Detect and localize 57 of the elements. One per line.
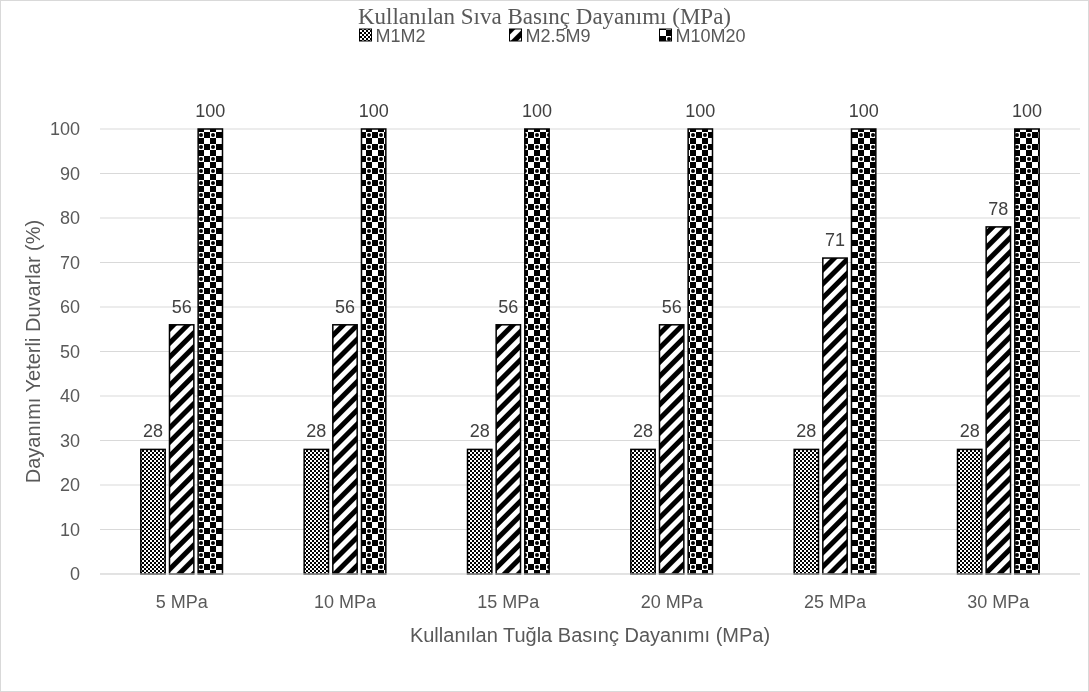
legend-label: M1M2 (375, 26, 426, 47)
data-label: 56 (661, 296, 682, 317)
data-label: 100 (521, 101, 553, 121)
y-tick-label: 20 (59, 475, 80, 496)
data-label: 78 (988, 198, 1009, 219)
data-label: 28 (306, 421, 327, 442)
bar (303, 448, 330, 575)
data-label: 100 (358, 101, 389, 121)
bar (850, 128, 877, 575)
bar (956, 448, 983, 575)
data-label: 28 (959, 421, 980, 442)
data-label: 100 (1011, 101, 1043, 121)
x-tick-label: 15 MPa (477, 592, 541, 612)
data-label: 100 (685, 101, 716, 121)
data-label: 28 (796, 421, 817, 442)
data-label: 28 (469, 421, 490, 442)
y-tick-label: 100 (49, 119, 80, 140)
bar (360, 128, 387, 575)
y-tick-label: 0 (69, 564, 80, 585)
x-axis-title: Kullanılan Tuğla Basınç Dayanımı (MPa) (409, 624, 771, 646)
y-tick-label: 60 (59, 297, 80, 318)
data-label: 56 (498, 296, 519, 317)
bar (822, 257, 848, 575)
bar (168, 324, 195, 575)
bar (793, 448, 820, 575)
data-label: 56 (171, 296, 192, 317)
bar (985, 226, 1012, 575)
bar (466, 448, 493, 575)
bar (1014, 128, 1040, 575)
bar (495, 324, 522, 575)
bar (658, 324, 685, 575)
y-tick-label: 70 (59, 252, 80, 273)
y-tick-label: 10 (59, 519, 80, 540)
x-tick-label: 5 MPa (155, 592, 209, 612)
bar (524, 128, 550, 575)
bar (630, 448, 656, 575)
x-tick-label: 30 MPa (967, 592, 1031, 612)
data-label: 56 (334, 296, 356, 317)
x-tick-label: 10 MPa (313, 592, 377, 612)
bar (332, 324, 358, 575)
y-tick-label: 40 (59, 386, 80, 407)
bar (140, 448, 166, 575)
data-label: 28 (633, 421, 654, 442)
y-tick-label: 90 (59, 163, 80, 184)
chart-title: Kullanılan Sıva Basınç Dayanımı (MPa) (357, 4, 732, 29)
bar (687, 128, 714, 575)
y-axis-title: Dayanımı Yeterli Duvarlar (%) (22, 219, 44, 484)
x-tick-label: 25 MPa (803, 592, 867, 612)
data-label: 28 (143, 421, 164, 442)
data-label: 100 (195, 101, 226, 121)
y-tick-label: 80 (59, 208, 80, 229)
data-label: 100 (848, 101, 879, 121)
x-tick-label: 20 MPa (640, 592, 704, 612)
data-label: 71 (824, 230, 846, 251)
y-tick-label: 30 (59, 430, 80, 451)
bar (197, 128, 224, 575)
y-tick-label: 50 (59, 341, 80, 362)
